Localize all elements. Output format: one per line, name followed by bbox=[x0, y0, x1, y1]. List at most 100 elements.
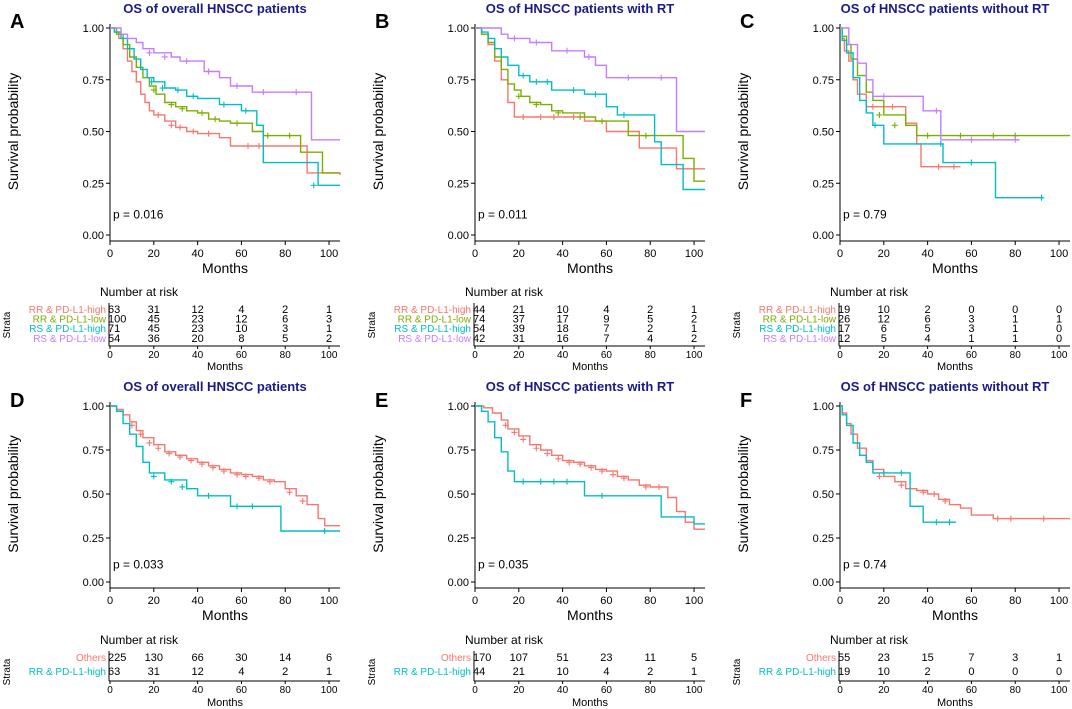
risk-count: 12 bbox=[191, 304, 203, 316]
censor-mark bbox=[205, 492, 212, 499]
km-curve-rs-pd-l1-high bbox=[110, 27, 340, 186]
risk-count: 2 bbox=[647, 323, 653, 335]
x-tick-label: 0 bbox=[837, 248, 843, 260]
x-tick-label: 0 bbox=[472, 595, 478, 607]
strata-label: Strata bbox=[2, 311, 13, 338]
risk-count: 2 bbox=[647, 304, 653, 316]
censor-mark bbox=[570, 114, 577, 121]
x-tick-label: 80 bbox=[1009, 248, 1021, 260]
censor-mark bbox=[150, 87, 157, 94]
censor-mark bbox=[168, 122, 175, 129]
censor-mark bbox=[249, 503, 256, 510]
risk-count: 225 bbox=[108, 652, 126, 664]
risk-count: 10 bbox=[878, 666, 890, 678]
risk-tick-label: 60 bbox=[601, 685, 613, 696]
censor-mark bbox=[234, 82, 241, 89]
risk-count: 66 bbox=[191, 652, 203, 664]
risk-count: 1 bbox=[968, 333, 974, 345]
censor-mark bbox=[942, 498, 949, 505]
risk-count: 4 bbox=[603, 304, 609, 316]
panel-b: B OS of HNSCC patients with RT 0.00 0.25 0.5… bbox=[367, 1, 705, 373]
censor-mark bbox=[321, 527, 328, 534]
risk-count: 130 bbox=[145, 652, 163, 664]
censor-mark bbox=[146, 439, 153, 446]
y-tick-label: 0.75 bbox=[813, 445, 834, 457]
censor-mark bbox=[935, 163, 942, 170]
panel-letter: E bbox=[375, 390, 388, 412]
censor-mark bbox=[511, 429, 518, 436]
risk-count: 1 bbox=[1056, 652, 1062, 664]
x-tick-label: 0 bbox=[837, 595, 843, 607]
censor-mark bbox=[990, 132, 997, 139]
censor-mark bbox=[570, 87, 577, 94]
risk-count: 4 bbox=[647, 333, 653, 345]
risk-count: 17 bbox=[556, 314, 568, 326]
risk-count: 31 bbox=[513, 333, 525, 345]
x-tick-label: 60 bbox=[600, 248, 612, 260]
censor-mark bbox=[933, 107, 940, 114]
risk-tick-label: 20 bbox=[148, 350, 160, 361]
risk-count: 63 bbox=[108, 304, 120, 316]
risk-count: 6 bbox=[881, 323, 887, 335]
x-tick-label: 100 bbox=[1050, 595, 1068, 607]
risk-row-label: RR & PD-L1-low bbox=[33, 315, 107, 326]
risk-count: 23 bbox=[600, 652, 612, 664]
risk-x-label: Months bbox=[572, 697, 609, 709]
risk-count: 15 bbox=[921, 652, 933, 664]
censor-mark bbox=[155, 445, 162, 452]
censor-mark bbox=[168, 478, 175, 485]
p-value: p = 0.033 bbox=[113, 557, 164, 571]
censor-mark bbox=[137, 431, 144, 438]
risk-tick-label: 40 bbox=[192, 350, 204, 361]
censor-mark bbox=[159, 85, 166, 92]
panel-d: D OS of overall HNSCC patients 0.00 0.25 0.5… bbox=[2, 379, 340, 709]
x-tick-label: 100 bbox=[320, 595, 338, 607]
censor-mark bbox=[212, 116, 219, 123]
y-tick-label: 0.00 bbox=[83, 577, 104, 589]
censor-mark bbox=[188, 457, 195, 464]
x-tick-label: 20 bbox=[513, 248, 525, 260]
risk-tick-label: 80 bbox=[280, 685, 292, 696]
risk-count: 3 bbox=[1012, 652, 1018, 664]
censor-mark bbox=[190, 93, 197, 100]
risk-count: 0 bbox=[1012, 304, 1018, 316]
x-tick-label: 20 bbox=[878, 595, 890, 607]
risk-count: 2 bbox=[282, 666, 288, 678]
risk-table-title: Number at risk bbox=[465, 285, 544, 299]
x-tick-label: 60 bbox=[235, 248, 247, 260]
censor-mark bbox=[264, 132, 271, 139]
km-curve-rs-pd-l1-high bbox=[475, 27, 705, 191]
risk-row-label: RR & PD-L1-high bbox=[29, 667, 106, 678]
x-tick-label: 0 bbox=[472, 248, 478, 260]
risk-row-label: RS & PD-L1-high bbox=[394, 324, 471, 335]
km-curve-rs-pd-l1-low bbox=[475, 27, 705, 133]
x-axis-label: Months bbox=[567, 607, 613, 623]
x-tick-label: 20 bbox=[148, 248, 160, 260]
risk-count: 2 bbox=[282, 304, 288, 316]
y-tick-label: 0.50 bbox=[813, 127, 834, 139]
risk-table-title: Number at risk bbox=[100, 633, 179, 647]
risk-count: 17 bbox=[838, 323, 850, 335]
censor-mark bbox=[255, 142, 262, 149]
risk-count: 10 bbox=[556, 304, 568, 316]
censor-mark bbox=[968, 159, 975, 166]
x-tick-label: 40 bbox=[921, 595, 933, 607]
risk-tick-label: 40 bbox=[192, 685, 204, 696]
risk-count: 7 bbox=[603, 323, 609, 335]
censor-mark bbox=[515, 93, 522, 100]
risk-count: 8 bbox=[238, 333, 244, 345]
km-curve-others bbox=[110, 405, 340, 527]
y-tick-label: 0.25 bbox=[448, 533, 469, 545]
censor-mark bbox=[183, 58, 190, 65]
km-curve-rs-pd-l1-low bbox=[110, 27, 340, 141]
y-tick-label: 0.75 bbox=[83, 75, 104, 87]
risk-tick-label: 20 bbox=[878, 685, 890, 696]
censor-mark bbox=[146, 49, 153, 56]
censor-mark bbox=[599, 118, 606, 125]
y-tick-label: 0.00 bbox=[448, 230, 469, 242]
y-tick-label: 0.75 bbox=[448, 75, 469, 87]
strata-label: Strata bbox=[367, 311, 378, 338]
censor-mark bbox=[577, 114, 584, 121]
censor-mark bbox=[286, 132, 293, 139]
risk-count: 5 bbox=[691, 652, 697, 664]
